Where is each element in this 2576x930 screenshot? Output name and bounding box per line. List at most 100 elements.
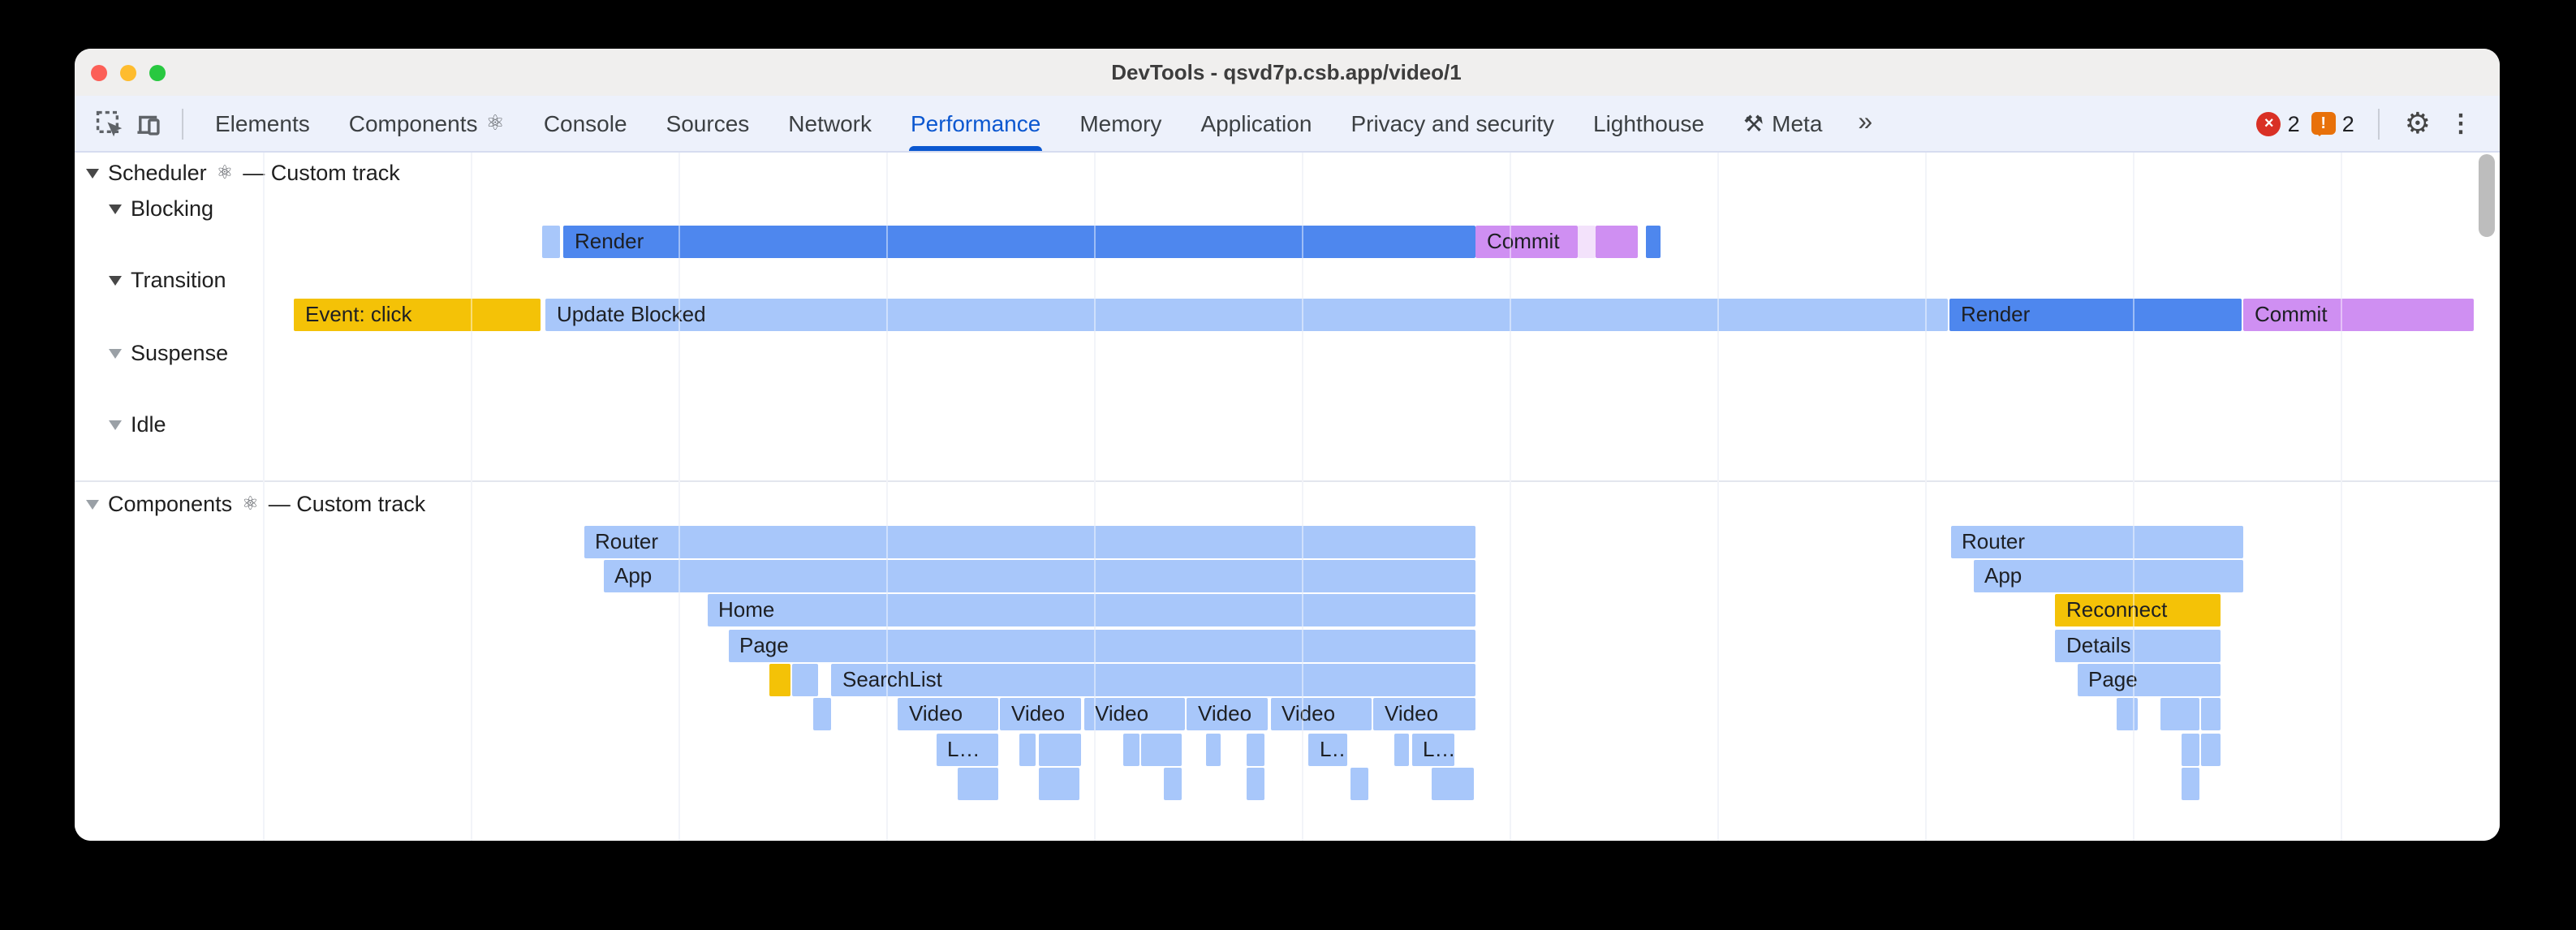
flame-bar-video[interactable]: Video (1187, 698, 1268, 730)
components-track-header[interactable]: Components ⚛ — Custom track (85, 490, 425, 519)
flame-bar[interactable] (1038, 734, 1080, 766)
flame-bar[interactable] (1577, 226, 1596, 258)
flame-bar[interactable] (2117, 698, 2138, 730)
more-tabs-button[interactable]: » (1858, 109, 1872, 136)
flame-bar-app[interactable]: App (1973, 560, 2242, 592)
flame-bar-video[interactable]: Video (1083, 698, 1184, 730)
flame-bar-update-blocked[interactable]: Update Blocked (545, 299, 1948, 331)
zoom-window-button[interactable] (149, 64, 165, 80)
tab-label: Memory (1079, 110, 1162, 136)
tab-label: Meta (1772, 110, 1823, 136)
tab-privacy-and-security[interactable]: Privacy and security (1331, 96, 1574, 151)
tab-label: Performance (911, 110, 1041, 136)
console-errors-button[interactable]: × 2 (2256, 111, 2300, 136)
flame-bar-searchlist[interactable]: SearchList (831, 664, 1475, 696)
settings-gear-icon[interactable]: ⚙ (2404, 107, 2431, 140)
flame-bar[interactable] (1646, 226, 1661, 258)
flame-bar-commit[interactable]: Commit (2243, 299, 2474, 331)
tab-network[interactable]: Network (769, 96, 891, 151)
collapse-triangle-icon (108, 420, 121, 430)
gridline (2340, 153, 2341, 841)
tab-console[interactable]: Console (524, 96, 647, 151)
flame-bar-router[interactable]: Router (1950, 526, 2242, 558)
gridline (470, 153, 472, 841)
flame-bar-reconnect[interactable]: Reconnect (2055, 594, 2220, 626)
flame-bar-l-[interactable]: L… (1411, 734, 1454, 766)
lane-transition[interactable]: Transition (108, 266, 226, 295)
flame-bar-l-[interactable]: L… (936, 734, 998, 766)
flame-bar-details[interactable]: Details (2055, 630, 2220, 662)
issue-count: 2 (2341, 111, 2354, 136)
flame-bar[interactable] (1140, 734, 1182, 766)
flame-bar[interactable] (1596, 226, 1638, 258)
flame-bar-app[interactable]: App (603, 560, 1475, 592)
tab-meta[interactable]: ⚒ Meta (1724, 96, 1842, 151)
flame-bar-router[interactable]: Router (584, 526, 1475, 558)
inspect-element-icon[interactable] (90, 104, 129, 143)
flame-bar-video[interactable]: Video (898, 698, 998, 730)
tab-lighthouse[interactable]: Lighthouse (1574, 96, 1724, 151)
flame-bar-commit[interactable]: Commit (1475, 226, 1577, 258)
tabbar-right-controls: × 2 ! 2 ⚙ ⋮ (2256, 107, 2499, 140)
scrollbar-thumb[interactable] (2478, 154, 2494, 237)
kebab-menu-icon[interactable]: ⋮ (2449, 110, 2473, 137)
collapse-triangle-icon (108, 349, 121, 359)
flame-bar[interactable] (1246, 768, 1264, 800)
flame-bar[interactable] (1350, 768, 1368, 800)
lane-blocking[interactable]: Blocking (108, 195, 213, 224)
flame-bar-page[interactable]: Page (728, 630, 1475, 662)
close-window-button[interactable] (90, 64, 106, 80)
flame-bar[interactable] (1039, 768, 1079, 800)
error-icon: × (2256, 111, 2281, 136)
flame-bar-home[interactable]: Home (707, 594, 1475, 626)
lane-suspense[interactable]: Suspense (108, 339, 228, 368)
lane-idle[interactable]: Idle (108, 411, 166, 440)
tab-elements[interactable]: Elements (196, 96, 330, 151)
react-atom-icon: ⚛ (216, 164, 234, 183)
minimize-window-button[interactable] (119, 64, 136, 80)
tab-application[interactable]: Application (1181, 96, 1331, 151)
flame-bar[interactable] (792, 664, 818, 696)
flame-bar[interactable] (2160, 698, 2199, 730)
flame-bar[interactable] (2181, 768, 2199, 800)
flame-bar-video[interactable]: Video (1270, 698, 1371, 730)
flame-bar[interactable] (1205, 734, 1220, 766)
tab-memory[interactable]: Memory (1060, 96, 1181, 151)
react-atom-icon: ⚛ (485, 110, 505, 135)
flame-bar[interactable] (2200, 734, 2220, 766)
tab-performance[interactable]: Performance (891, 96, 1060, 151)
tab-label: Lighthouse (1593, 110, 1705, 136)
device-toolbar-icon[interactable] (129, 104, 168, 143)
gridline (1717, 153, 1718, 841)
collapse-triangle-icon (85, 500, 98, 510)
flame-bar-page[interactable]: Page (2077, 664, 2220, 696)
console-issues-button[interactable]: ! 2 (2311, 111, 2354, 136)
flame-bar-video[interactable]: Video (1373, 698, 1475, 730)
flame-bar-render[interactable]: Render (1949, 299, 2242, 331)
flame-bar[interactable] (957, 768, 998, 800)
flame-bar[interactable] (1122, 734, 1139, 766)
flame-bar[interactable] (769, 664, 790, 696)
flame-bar[interactable] (2200, 698, 2220, 730)
meta-tools-icon: ⚒ (1743, 110, 1764, 136)
flame-bar[interactable] (1394, 734, 1409, 766)
flame-bar[interactable] (2181, 734, 2199, 766)
flame-bar[interactable] (1019, 734, 1036, 766)
flame-bar-video[interactable]: Video (1000, 698, 1081, 730)
tab-label: Privacy and security (1350, 110, 1554, 136)
tab-label: Network (788, 110, 872, 136)
flame-bar[interactable] (1431, 768, 1473, 800)
track-suffix: — Custom track (268, 492, 426, 516)
collapse-triangle-icon (108, 205, 121, 214)
tab-components[interactable]: Components ⚛ (330, 96, 524, 151)
tab-sources[interactable]: Sources (647, 96, 769, 151)
flame-bar[interactable] (813, 698, 831, 730)
flame-bar-l-[interactable]: L… (1308, 734, 1347, 766)
flame-bar-event-click[interactable]: Event: click (294, 299, 541, 331)
scheduler-track-header[interactable]: Scheduler ⚛ — Custom track (85, 159, 400, 188)
flame-bar[interactable] (1163, 768, 1182, 800)
gridline (1509, 153, 1510, 841)
flame-bar-render[interactable]: Render (563, 226, 1475, 258)
flame-bar[interactable] (542, 226, 560, 258)
flame-bar[interactable] (1246, 734, 1264, 766)
